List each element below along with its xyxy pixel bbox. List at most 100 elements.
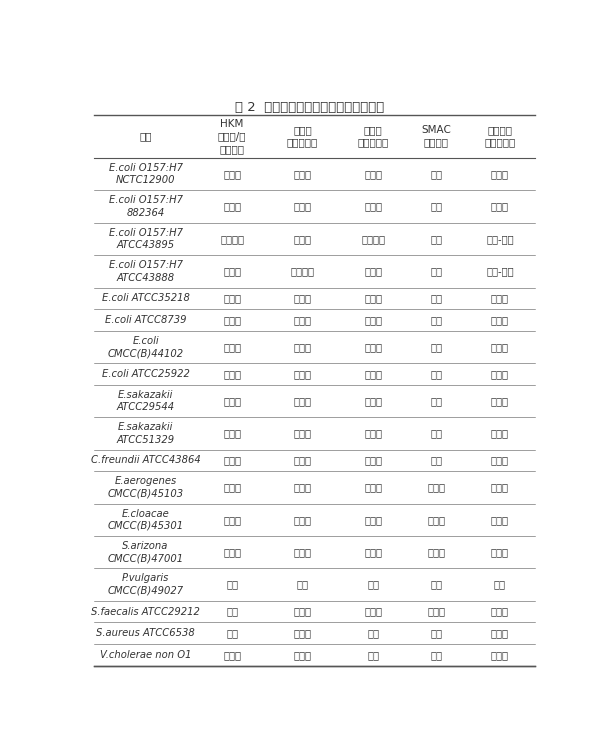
Text: E.sakazakii
ATCC51329: E.sakazakii ATCC51329 — [117, 422, 175, 444]
Text: 蓝绿色: 蓝绿色 — [293, 294, 312, 303]
Text: 紫红色: 紫红色 — [491, 202, 509, 212]
Text: 紫罗兰: 紫罗兰 — [293, 234, 312, 244]
Text: 无色: 无色 — [296, 580, 309, 590]
Text: 红色: 红色 — [431, 315, 442, 325]
Text: 无色: 无色 — [431, 628, 442, 638]
Text: 紫红色: 紫红色 — [491, 169, 509, 179]
Text: E.coli ATCC25922: E.coli ATCC25922 — [102, 369, 189, 379]
Text: 菌株: 菌株 — [139, 131, 152, 142]
Text: 蓝绿色: 蓝绿色 — [293, 202, 312, 212]
Text: 桃红色: 桃红色 — [223, 650, 241, 660]
Text: E.coli
CMCC(B)44102: E.coli CMCC(B)44102 — [108, 336, 184, 358]
Text: 乳蓝色: 乳蓝色 — [293, 315, 312, 325]
Text: 乳红色: 乳红色 — [293, 547, 312, 557]
Text: 红色: 红色 — [431, 456, 442, 465]
Text: 乳蓝色: 乳蓝色 — [293, 369, 312, 379]
Text: 表 2  多种显色培养基特异性的检测效果: 表 2 多种显色培养基特异性的检测效果 — [235, 101, 385, 114]
Text: 乳蓝色: 乳蓝色 — [293, 342, 312, 352]
Text: 蓝绿色: 蓝绿色 — [364, 315, 382, 325]
Text: E.aerogenes
CMCC(B)45103: E.aerogenes CMCC(B)45103 — [108, 476, 184, 498]
Text: 黄绿色: 黄绿色 — [293, 650, 312, 660]
Text: 品红色: 品红色 — [364, 547, 382, 557]
Text: 品红色: 品红色 — [364, 169, 382, 179]
Text: 蓝绿色: 蓝绿色 — [293, 428, 312, 438]
Text: 无色: 无色 — [367, 580, 379, 590]
Text: 稻蓝色: 稻蓝色 — [491, 483, 509, 492]
Text: 桃红色: 桃红色 — [223, 428, 241, 438]
Text: S.arizona
CMCC(B)47001: S.arizona CMCC(B)47001 — [108, 541, 184, 563]
Text: 蓝绿色: 蓝绿色 — [364, 396, 382, 406]
Text: 稻蓝色: 稻蓝色 — [491, 315, 509, 325]
Text: 紫红色: 紫红色 — [491, 396, 509, 406]
Text: S.faecalis ATCC29212: S.faecalis ATCC29212 — [91, 606, 200, 617]
Text: 桃红色: 桃红色 — [223, 547, 241, 557]
Text: 无色: 无色 — [367, 650, 379, 660]
Text: 边红心蓝: 边红心蓝 — [361, 234, 385, 244]
Text: 桃红色: 桃红色 — [223, 396, 241, 406]
Text: 梅里埃
（蓝绿色）: 梅里埃 （蓝绿色） — [287, 125, 318, 148]
Text: 稻蓝色: 稻蓝色 — [491, 628, 509, 638]
Text: 蓝绿色: 蓝绿色 — [223, 169, 241, 179]
Text: S.aureus ATCC6538: S.aureus ATCC6538 — [96, 628, 195, 638]
Text: 无色: 无色 — [431, 267, 442, 276]
Text: 无色: 无色 — [431, 580, 442, 590]
Text: 蓝绿色: 蓝绿色 — [223, 202, 241, 212]
Text: 桃红色: 桃红色 — [223, 369, 241, 379]
Text: 无色: 无色 — [431, 428, 442, 438]
Text: 稻蓝色: 稻蓝色 — [491, 547, 509, 557]
Text: 国内厂家
（紫红色）: 国内厂家 （紫红色） — [484, 125, 515, 148]
Text: 无色: 无色 — [226, 580, 238, 590]
Text: 桃红色: 桃红色 — [223, 342, 241, 352]
Text: 蓝绿色: 蓝绿色 — [364, 369, 382, 379]
Text: 无色: 无色 — [431, 396, 442, 406]
Text: E.coli O157:H7
ATCC43888: E.coli O157:H7 ATCC43888 — [109, 260, 183, 282]
Text: 无色: 无色 — [367, 628, 379, 638]
Text: E.coli O157:H7
ATCC43895: E.coli O157:H7 ATCC43895 — [109, 227, 183, 250]
Text: 稻蓝色: 稻蓝色 — [491, 515, 509, 525]
Text: 蓝绿色: 蓝绿色 — [364, 456, 382, 465]
Text: 桃红色: 桃红色 — [428, 606, 445, 617]
Text: 紫红色: 紫红色 — [491, 650, 509, 660]
Text: 稻蓝色: 稻蓝色 — [491, 369, 509, 379]
Text: 乳红色: 乳红色 — [293, 628, 312, 638]
Text: 蓝绿色: 蓝绿色 — [364, 428, 382, 438]
Text: 暗蓝-紫红: 暗蓝-紫红 — [486, 267, 514, 276]
Text: 深蓝绿色: 深蓝绿色 — [220, 234, 244, 244]
Text: 蓝绿色: 蓝绿色 — [364, 515, 382, 525]
Text: 蓝绿色: 蓝绿色 — [364, 294, 382, 303]
Text: 无色: 无色 — [431, 650, 442, 660]
Text: 深蓝色: 深蓝色 — [223, 294, 241, 303]
Text: 乳蓝色: 乳蓝色 — [293, 483, 312, 492]
Text: V.cholerae non O1: V.cholerae non O1 — [100, 650, 191, 660]
Text: 乳红色: 乳红色 — [293, 456, 312, 465]
Text: 品红色: 品红色 — [364, 202, 382, 212]
Text: 乳蓝色: 乳蓝色 — [293, 515, 312, 525]
Text: 桃红色: 桃红色 — [428, 547, 445, 557]
Text: 暗蓝-紫红: 暗蓝-紫红 — [486, 234, 514, 244]
Text: 桃红色: 桃红色 — [223, 456, 241, 465]
Text: 蓝绿色: 蓝绿色 — [293, 169, 312, 179]
Text: 暗紫红色: 暗紫红色 — [290, 267, 315, 276]
Text: E.sakazakii
ATCC29544: E.sakazakii ATCC29544 — [117, 390, 175, 412]
Text: 紫红色: 紫红色 — [491, 294, 509, 303]
Text: E.coli ATCC35218: E.coli ATCC35218 — [102, 294, 189, 303]
Text: 稻蓝色: 稻蓝色 — [491, 456, 509, 465]
Text: 蓝绿色: 蓝绿色 — [364, 483, 382, 492]
Text: E.coli O157:H7
882364: E.coli O157:H7 882364 — [109, 195, 183, 218]
Text: 品红色: 品红色 — [364, 267, 382, 276]
Text: 无色: 无色 — [494, 580, 506, 590]
Text: 稻蓝色: 稻蓝色 — [491, 606, 509, 617]
Text: 蓝绿色: 蓝绿色 — [364, 606, 382, 617]
Text: 蓝绿色: 蓝绿色 — [293, 396, 312, 406]
Text: E.coli ATCC8739: E.coli ATCC8739 — [105, 315, 186, 325]
Text: 桃红色: 桃红色 — [223, 315, 241, 325]
Text: 黄绿色: 黄绿色 — [428, 483, 445, 492]
Text: 黄绿色: 黄绿色 — [428, 515, 445, 525]
Text: 无色: 无色 — [431, 234, 442, 244]
Text: E.coli O157:H7
NCTC12900: E.coli O157:H7 NCTC12900 — [109, 163, 183, 185]
Text: 稻蓝色: 稻蓝色 — [491, 342, 509, 352]
Text: 桃红色: 桃红色 — [223, 515, 241, 525]
Text: 蓝绿色: 蓝绿色 — [364, 342, 382, 352]
Text: 红色: 红色 — [226, 606, 238, 617]
Text: 紫红色: 紫红色 — [491, 428, 509, 438]
